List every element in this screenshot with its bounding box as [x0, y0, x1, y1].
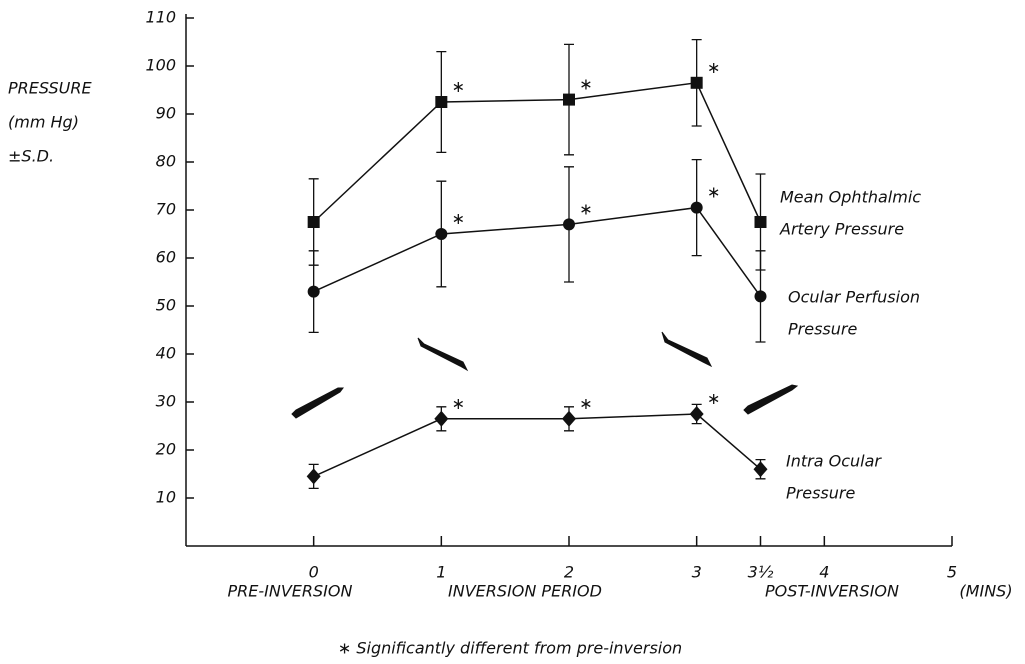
marker [563, 94, 575, 106]
marker [690, 406, 704, 422]
series-label: Pressure [786, 484, 855, 503]
significance-marker: ∗ [579, 394, 592, 413]
y-tick-label: 70 [156, 200, 176, 219]
y-axis-label: PRESSURE [8, 79, 92, 98]
x-tick-label: 3 [692, 563, 702, 582]
y-tick-label: 10 [156, 488, 176, 507]
marker [754, 461, 768, 477]
series-label: Artery Pressure [779, 220, 904, 239]
series-line [314, 208, 761, 297]
footnote: ∗ Significantly different from pre-inver… [338, 639, 682, 658]
significance-marker: ∗ [452, 209, 465, 228]
x-group-label: PRE-INVERSION [228, 582, 353, 601]
series-label: Mean Ophthalmic [780, 188, 921, 207]
significance-marker: ∗ [707, 58, 720, 77]
y-tick-label: 50 [156, 296, 176, 315]
body-figures [292, 332, 797, 418]
series-label: Ocular Perfusion [788, 288, 920, 307]
marker [435, 228, 447, 240]
marker [308, 286, 320, 298]
marker [691, 202, 703, 214]
significance-marker: ∗ [579, 75, 592, 94]
marker [755, 216, 767, 228]
series-line [314, 83, 761, 222]
y-tick-label: 60 [156, 248, 176, 267]
marker [434, 411, 448, 427]
y-tick-label: 110 [145, 8, 176, 27]
series-label: Pressure [788, 320, 857, 339]
significance-marker: ∗ [707, 183, 720, 202]
marker [435, 96, 447, 108]
y-axis-label: (mm Hg) [8, 113, 79, 132]
significance-marker: ∗ [452, 77, 465, 96]
series-label: Intra Ocular [786, 452, 882, 471]
x-tick-label: 1 [436, 563, 446, 582]
significance-marker: ∗ [452, 394, 465, 413]
y-tick-label: 30 [156, 392, 176, 411]
x-tick-label: 2 [564, 563, 574, 582]
y-tick-label: 80 [156, 152, 176, 171]
chart: 10 20 30 40 50 60 70 80 90 100 110 0 1 2 3 3½ 4 5 PRESSURE… [0, 0, 1025, 664]
y-axis-label: ±S.D. [8, 147, 54, 166]
marker [755, 290, 767, 302]
significance-marker: ∗ [579, 200, 592, 219]
marker [691, 77, 703, 89]
x-tick-label: 0 [309, 563, 319, 582]
x-tick-label: 4 [819, 563, 829, 582]
y-tick-label: 20 [156, 440, 176, 459]
marker [562, 411, 576, 427]
x-tick-label: 5 [947, 563, 957, 582]
x-unit-label: (MINS) [959, 582, 1012, 601]
marker [308, 216, 320, 228]
marker [307, 468, 321, 484]
y-tick-label: 90 [156, 104, 176, 123]
x-tick-label: 3½ [748, 563, 774, 582]
x-group-label: INVERSION PERIOD [448, 582, 602, 601]
significance-marker: ∗ [707, 389, 720, 408]
marker [563, 218, 575, 230]
y-tick-label: 100 [145, 56, 176, 75]
x-group-label: POST-INVERSION [765, 582, 899, 601]
y-tick-label: 40 [156, 344, 176, 363]
